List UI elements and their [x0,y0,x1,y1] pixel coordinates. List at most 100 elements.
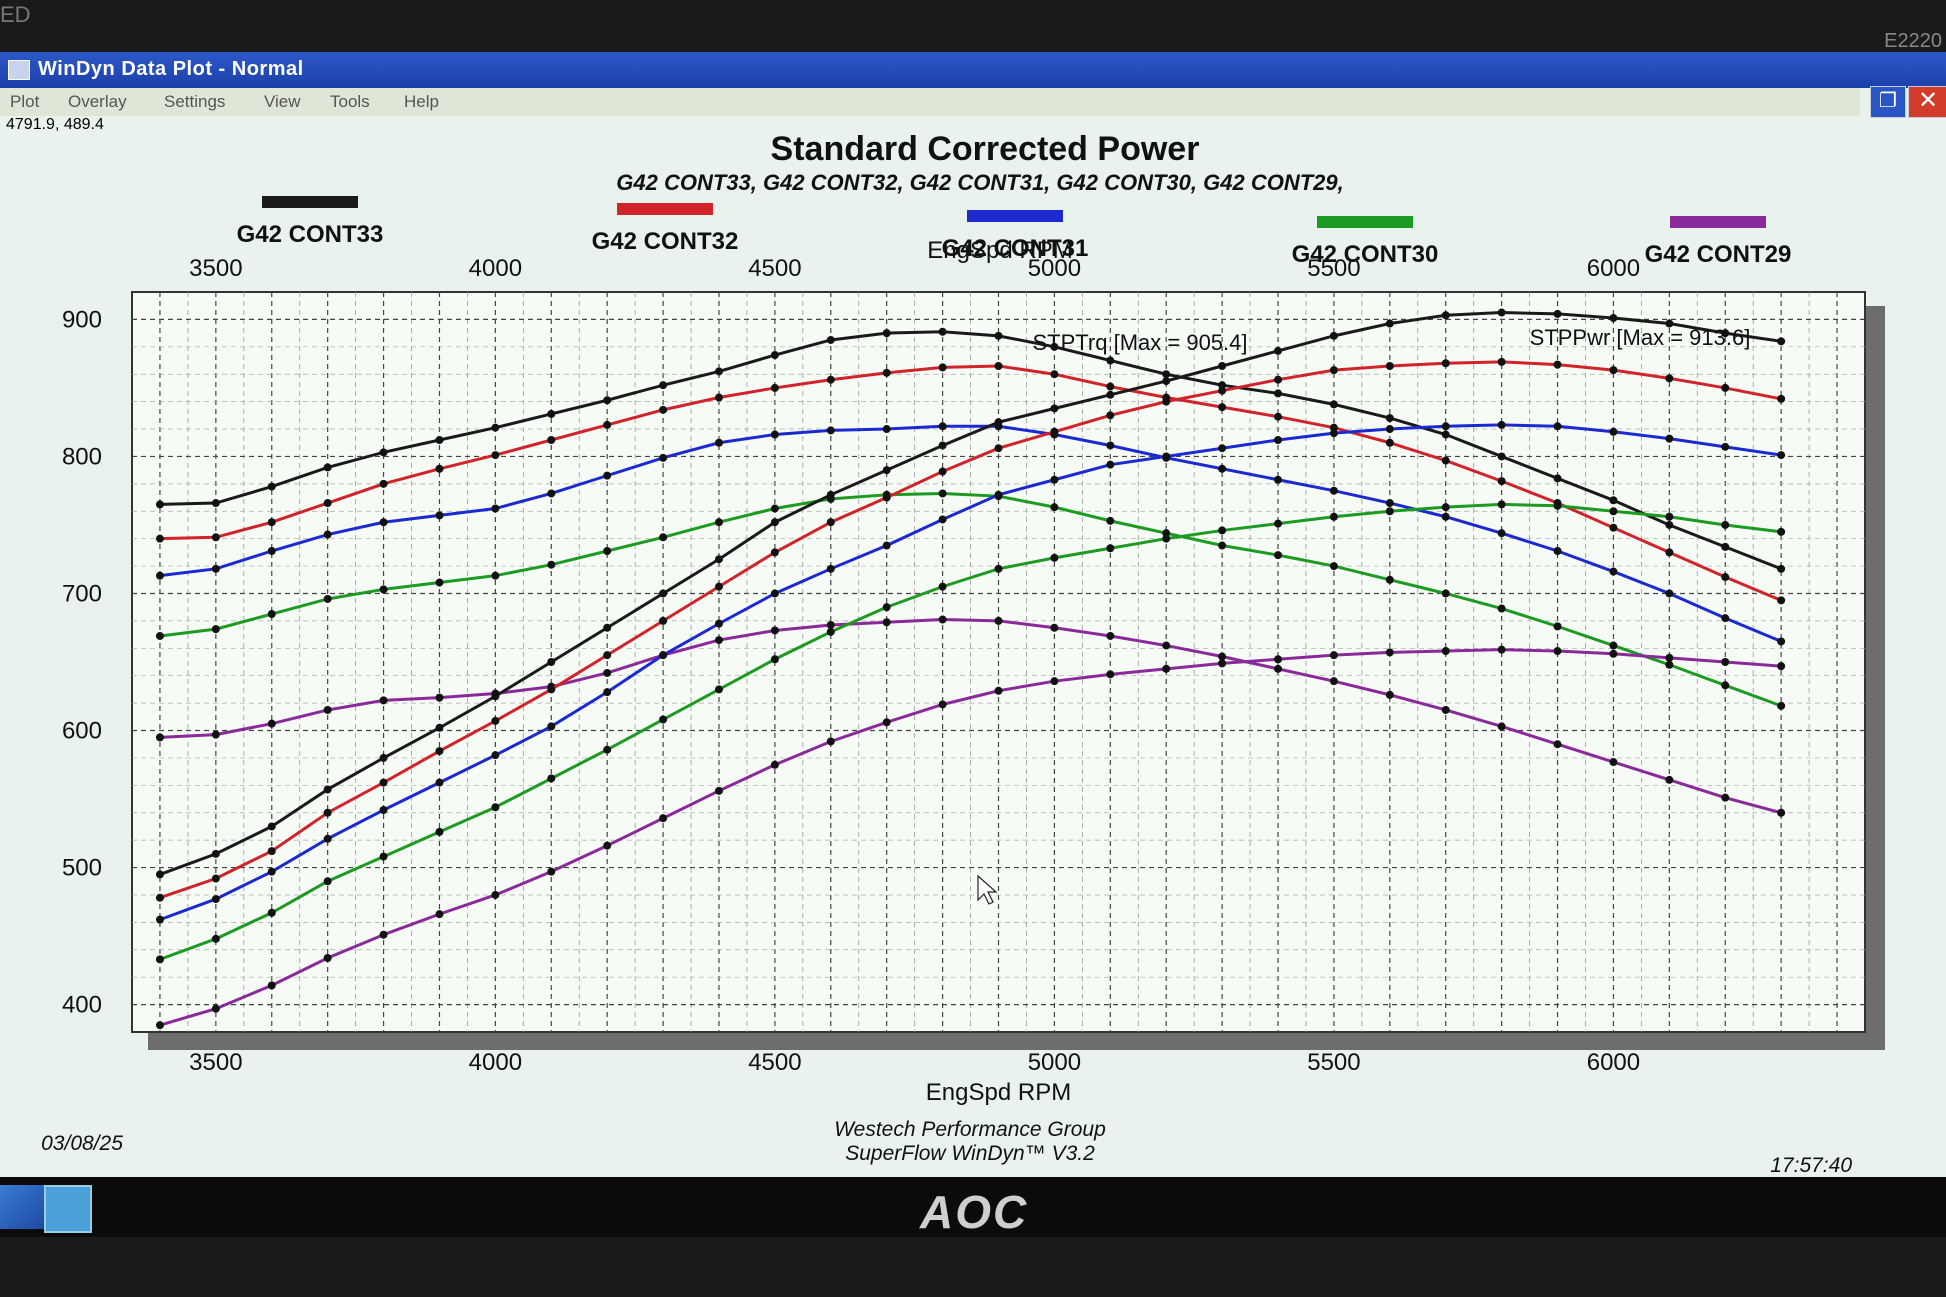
data-point [491,692,500,701]
data-point [323,594,332,603]
data-point [379,448,388,457]
data-point [1441,359,1450,368]
data-point [994,418,1003,427]
app-icon [8,60,30,80]
chart-subtitle: G42 CONT33, G42 CONT32, G42 CONT31, G42 … [616,170,1343,195]
x-tick-label: 4000 [469,1049,522,1076]
data-point [547,436,556,444]
window-titlebar[interactable]: WinDyn Data Plot - Normal [0,52,1946,88]
data-point [1385,690,1394,699]
data-point [1329,677,1338,686]
data-point [938,582,947,591]
data-point [1162,370,1171,379]
menu-tools[interactable]: Tools [330,92,370,111]
data-point [1385,575,1394,584]
data-point [826,621,835,629]
data-point [882,425,891,434]
data-point [1385,507,1394,516]
data-point [1553,309,1562,318]
data-point [659,533,668,542]
series-line [159,502,1782,961]
taskbar [0,1177,1946,1237]
data-point [547,560,556,569]
data-point [770,655,779,664]
x-tick-label: 6000 [1587,1049,1640,1076]
data-point [1218,403,1227,412]
data-point [1441,422,1450,431]
data-point [1050,553,1059,562]
data-point [882,618,891,627]
data-point [1553,501,1562,510]
restore-button[interactable]: ❐ [1870,86,1906,118]
data-point [1106,390,1115,399]
data-point [155,893,164,902]
data-point [770,518,779,527]
data-point [826,737,835,746]
data-point [1441,503,1450,512]
menu-settings[interactable]: Settings [164,92,226,111]
data-point [491,451,500,460]
data-point [323,877,332,886]
data-point [379,806,388,814]
data-point [323,834,332,843]
data-point [1162,529,1171,538]
menu-plot[interactable]: Plot [10,92,40,111]
data-point [1721,681,1730,690]
data-point [1162,452,1171,461]
data-point [1721,542,1730,551]
data-point [603,547,612,555]
top-x-tick-label: 4000 [469,255,522,282]
series-line [159,330,1782,571]
menu-overlay[interactable]: Overlay [68,92,127,111]
data-point [155,534,164,543]
data-point [659,589,668,598]
data-point [1665,512,1674,521]
footer-company: Westech Performance Group [834,1118,1106,1141]
data-point [1497,529,1506,538]
data-point [267,610,276,619]
restore-icon: ❐ [1879,90,1897,112]
data-point [379,930,388,939]
menu-view[interactable]: View [264,92,301,111]
data-point [1441,430,1450,439]
data-point [1553,360,1562,369]
series-line [159,424,1782,643]
data-point [603,668,612,677]
data-point [155,1021,164,1030]
data-point [323,705,332,714]
data-point [435,827,444,836]
data-point [826,375,835,384]
data-point [155,870,164,879]
data-point [211,1004,220,1013]
x-tick-label: 4500 [748,1049,801,1076]
menu-help[interactable]: Help [404,92,439,111]
data-point [882,541,891,550]
data-point [267,547,276,555]
data-point [714,685,723,694]
data-point [1274,346,1283,355]
data-point [1609,314,1618,323]
data-point [379,753,388,762]
top-x-tick-label: 6000 [1587,255,1640,282]
top-x-tick-label: 4500 [748,255,801,282]
data-point [714,367,723,376]
data-point [547,409,556,418]
windows-start-icon[interactable] [0,1185,44,1229]
data-point [1441,512,1450,521]
data-point [211,895,220,904]
x-tick-label: 5000 [1028,1049,1081,1076]
data-point [435,747,444,756]
data-point [1665,520,1674,529]
data-point [1218,386,1227,395]
data-point [1777,701,1786,710]
data-point [1329,366,1338,375]
data-point [659,651,668,660]
data-point [1721,329,1730,338]
data-point [1441,705,1450,714]
series-line [159,618,1782,815]
data-point [1777,637,1786,646]
series-line [159,423,1782,922]
data-point [1665,589,1674,598]
data-point [603,651,612,660]
close-button[interactable]: ✕ [1908,86,1946,118]
